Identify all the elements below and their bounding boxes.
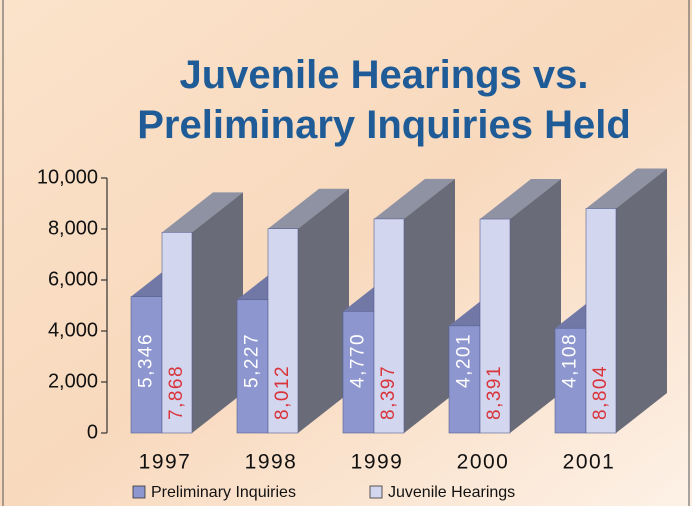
x-tick-label: 2000: [457, 451, 510, 474]
bar-side: [616, 168, 667, 434]
bar: [479, 218, 511, 434]
value-label: 4,770: [348, 333, 369, 388]
bar: [448, 325, 481, 434]
value-label: 4,108: [560, 333, 581, 388]
bar-top: [586, 168, 667, 209]
bar-side: [298, 188, 349, 433]
x-tick-label: 1998: [245, 451, 298, 474]
bar: [342, 311, 375, 434]
legend-label: Preliminary Inquiries: [151, 484, 296, 501]
legend-label: Juvenile Hearings: [388, 484, 515, 501]
bar: [161, 232, 193, 434]
legend-swatch: [369, 485, 383, 499]
y-tick-label: 4,000: [48, 319, 98, 341]
x-tick-label: 1999: [351, 451, 404, 474]
value-label: 7,868: [166, 365, 187, 420]
x-tick-label: 1997: [139, 451, 192, 474]
value-label: 8,391: [484, 365, 505, 420]
value-label: 8,804: [590, 365, 611, 420]
bar-side: [192, 192, 243, 433]
y-tick-label: 6,000: [48, 268, 98, 290]
legend-swatch: [132, 485, 146, 499]
y-tick-label: 10,000: [37, 166, 98, 188]
bar: [373, 218, 405, 434]
bar-top: [374, 178, 455, 219]
chart-title: Juvenile Hearings vs. Preliminary Inquir…: [137, 53, 631, 147]
bar-top: [162, 192, 243, 233]
bar: [554, 327, 587, 434]
bar: [585, 208, 617, 434]
y-tick-label: 8,000: [48, 217, 98, 239]
bar-side: [404, 178, 455, 433]
y-tick-label: 2,000: [48, 370, 98, 392]
value-label: 8,397: [378, 365, 399, 420]
value-label: 4,201: [454, 333, 475, 388]
y-tick-label: 0: [87, 421, 98, 443]
value-label: 5,227: [242, 333, 263, 388]
value-label: 5,346: [136, 333, 157, 388]
value-label: 8,012: [272, 365, 293, 420]
x-tick-label: 2001: [563, 451, 616, 474]
bar: [267, 228, 299, 434]
bar-top: [480, 179, 561, 220]
bar: [130, 296, 163, 434]
bar-top: [268, 188, 349, 229]
bar-side: [510, 179, 561, 433]
